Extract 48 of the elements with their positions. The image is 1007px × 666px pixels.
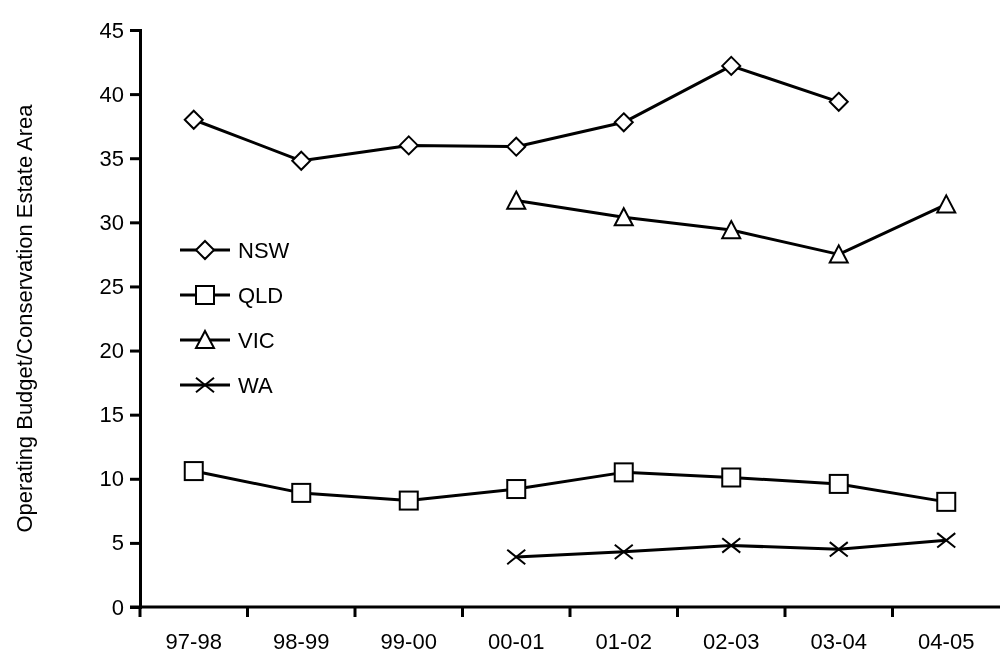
y-tick-label: 40 — [99, 81, 124, 107]
legend-label: NSW — [238, 238, 290, 263]
point — [183, 461, 204, 482]
x-tick-label: 98-99 — [273, 629, 330, 654]
point — [506, 548, 527, 566]
x-tick-label: 01-02 — [595, 629, 652, 654]
x-tick-label: 00-01 — [488, 629, 545, 654]
y-tick-label: 25 — [99, 273, 124, 299]
point — [398, 490, 419, 511]
point — [613, 112, 634, 133]
x-tick-label: 99-00 — [380, 629, 437, 654]
x-tick-label: 97-98 — [165, 629, 222, 654]
point — [613, 207, 634, 227]
point — [506, 479, 527, 500]
legend-label: WA — [238, 373, 273, 398]
point — [183, 109, 204, 130]
y-tick-label: 35 — [99, 145, 124, 171]
point — [291, 482, 312, 503]
point — [721, 467, 742, 488]
y-tick-label: 0 — [111, 594, 124, 620]
point — [398, 135, 419, 156]
point — [721, 220, 742, 240]
point — [721, 537, 742, 554]
point — [291, 150, 312, 171]
y-tick-label: 30 — [99, 209, 124, 235]
point — [506, 190, 527, 210]
x-tick-label: 03-04 — [810, 629, 867, 654]
y-tick-label: 5 — [111, 530, 124, 556]
point — [613, 462, 634, 483]
point — [721, 55, 742, 76]
point — [936, 491, 957, 512]
point — [613, 543, 634, 561]
point — [828, 244, 849, 264]
point — [506, 136, 527, 157]
y-tick-label: 15 — [99, 402, 124, 428]
y-tick-label: 10 — [99, 466, 124, 492]
point — [936, 532, 957, 549]
legend-label: QLD — [238, 283, 284, 308]
point — [828, 473, 849, 494]
y-axis-title: Operating Budget/Conservation Estate Area — [12, 103, 37, 533]
point — [828, 541, 849, 558]
y-tick-label: 45 — [99, 17, 124, 43]
x-tick-label: 04-05 — [918, 629, 975, 654]
point — [936, 194, 957, 214]
y-tick-label: 20 — [99, 338, 124, 364]
x-tick-label: 02-03 — [703, 629, 760, 654]
legend-label: VIC — [238, 328, 275, 353]
point — [828, 91, 849, 112]
